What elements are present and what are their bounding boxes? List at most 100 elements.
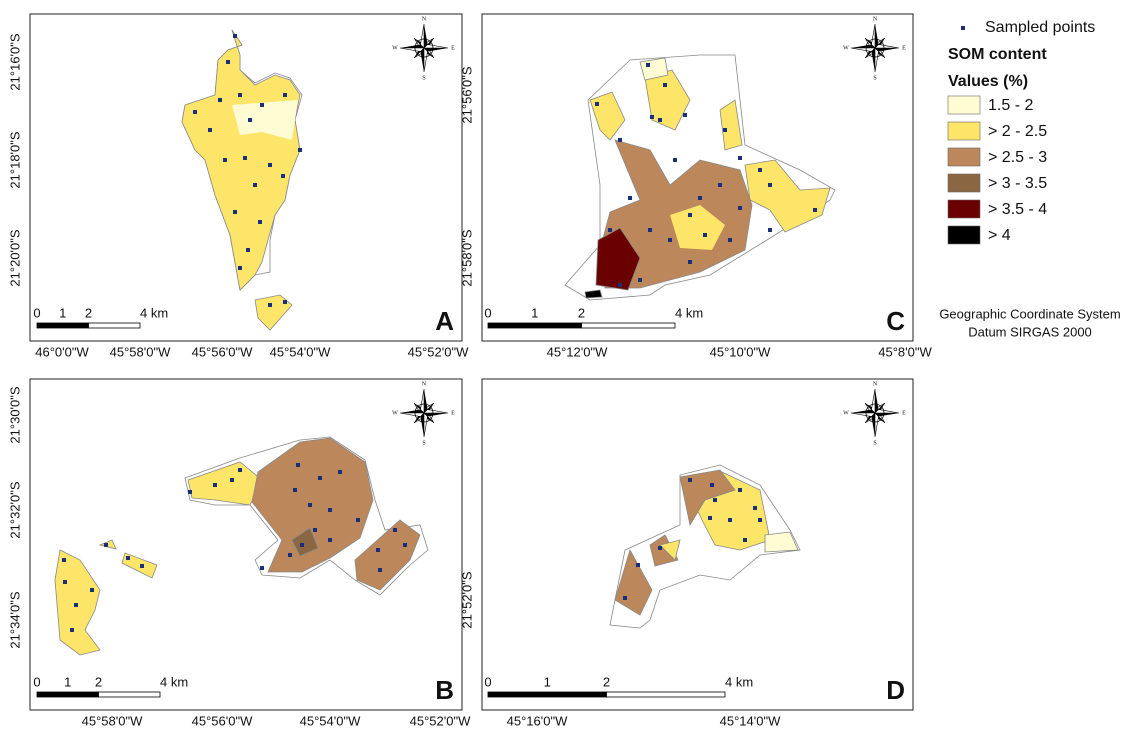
sample-point <box>258 220 262 224</box>
scale-label: 2 <box>578 305 585 320</box>
legend-label: > 4 <box>988 227 1011 244</box>
compass-point <box>424 48 428 72</box>
map-zone <box>55 550 100 655</box>
sample-point <box>260 103 264 107</box>
sample-point <box>618 138 622 142</box>
scale-label: 0 <box>484 305 491 320</box>
sample-point <box>233 210 237 214</box>
sample-point <box>268 303 272 307</box>
sample-point <box>813 208 817 212</box>
y-coordinate-label: 21°16'0"S <box>7 33 22 90</box>
compass-point <box>400 44 424 48</box>
sample-point <box>208 128 212 132</box>
sample-point <box>248 118 252 122</box>
sample-point <box>738 156 742 160</box>
compass-letter: E <box>902 410 906 416</box>
sample-point <box>356 518 360 522</box>
compass-point <box>424 413 428 437</box>
sample-point <box>648 228 652 232</box>
legend-label: 1.5 - 2 <box>988 97 1033 114</box>
compass-point <box>400 48 424 52</box>
sample-point <box>688 213 692 217</box>
sample-point <box>378 568 382 572</box>
panel-letter: A <box>435 306 454 336</box>
compass-point <box>875 413 879 437</box>
sample-point <box>233 34 237 38</box>
compass-letter: N <box>873 381 878 387</box>
y-coordinate-label: 21°58'0"S <box>459 229 474 286</box>
x-coordinate-label: 46°0'0"W <box>35 344 89 359</box>
sample-point <box>658 546 662 550</box>
sample-point <box>338 470 342 474</box>
legend-title: SOM content <box>948 46 1047 63</box>
sample-point <box>650 115 654 119</box>
legend-label: Sampled points <box>985 19 1095 36</box>
scale-label: 4 km <box>725 674 753 689</box>
sample-point <box>223 158 227 162</box>
sample-point <box>595 102 599 106</box>
maps <box>55 30 835 655</box>
compass-point <box>420 24 424 48</box>
scale-label: 0 <box>33 305 40 320</box>
sample-point <box>226 60 230 64</box>
sample-point <box>300 543 304 547</box>
legend-swatch <box>948 96 980 114</box>
sample-point <box>281 174 285 178</box>
sample-point <box>288 553 292 557</box>
compass-letter: E <box>451 45 455 51</box>
scale-bar <box>582 323 676 328</box>
crs-text: Geographic Coordinate System <box>939 306 1120 321</box>
map-zone <box>182 30 300 290</box>
legend-subtitle: Values (%) <box>948 73 1028 90</box>
sample-point <box>238 266 242 270</box>
legend-label: > 2 - 2.5 <box>988 123 1047 140</box>
x-coordinate-label: 45°12'0"W <box>547 344 608 359</box>
sample-point <box>238 93 242 97</box>
sample-point <box>623 596 627 600</box>
scale-label: 1 <box>544 674 551 689</box>
sample-point <box>238 468 242 472</box>
legend-swatch <box>948 226 980 244</box>
compass-point <box>875 24 879 48</box>
scale-label: 1 <box>531 305 538 320</box>
sample-point <box>328 538 332 542</box>
sample-point <box>246 248 250 252</box>
legend-label: > 3.5 - 4 <box>988 201 1047 218</box>
compass-letter: N <box>422 16 427 22</box>
compass-point <box>424 48 448 52</box>
compass-point <box>875 413 899 417</box>
sample-point <box>193 110 197 114</box>
sample-point <box>646 63 650 67</box>
sample-point <box>393 528 397 532</box>
crs-text: Datum SIRGAS 2000 <box>968 324 1092 339</box>
sample-point <box>708 516 712 520</box>
x-coordinate-label: 45°54'0"W <box>270 344 331 359</box>
sample-point <box>618 283 622 287</box>
x-coordinate-label: 45°56'0"W <box>192 344 253 359</box>
sample-point <box>638 278 642 282</box>
sample-point <box>62 558 66 562</box>
legend-label: > 2.5 - 3 <box>988 149 1047 166</box>
sample-point <box>728 238 732 242</box>
compass-point <box>875 48 879 72</box>
sample-point <box>738 488 742 492</box>
compass-point <box>420 413 424 437</box>
compass-point <box>871 389 875 413</box>
x-coordinate-label: 45°10'0"W <box>710 344 771 359</box>
compass-letter: W <box>392 410 398 416</box>
scale-bar <box>488 692 607 697</box>
compass-point <box>420 48 424 72</box>
sample-point <box>296 463 300 467</box>
y-coordinate-label: 21°20'0"S <box>7 229 22 286</box>
sample-point <box>260 566 264 570</box>
sample-point <box>403 543 407 547</box>
compass-letter: W <box>392 45 398 51</box>
map-zone <box>765 532 798 552</box>
x-coordinate-label: 45°16'0"W <box>507 713 568 728</box>
sample-point <box>768 228 772 232</box>
scale-bar <box>37 692 99 697</box>
compass-letter: W <box>843 410 849 416</box>
